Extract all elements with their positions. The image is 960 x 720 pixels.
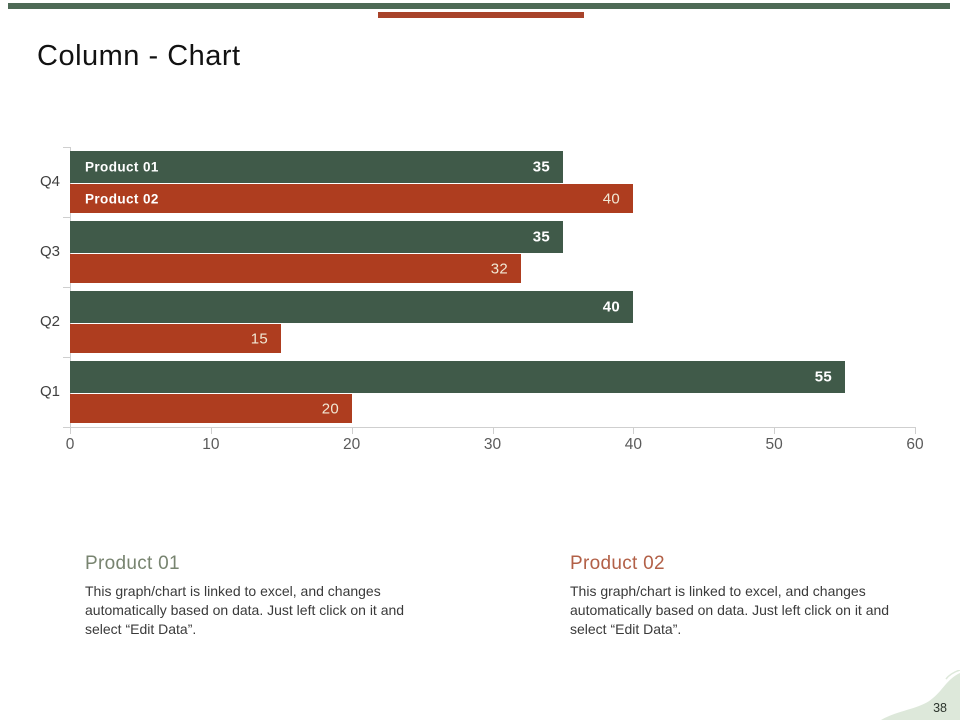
x-axis-tick-label: 30 bbox=[483, 436, 502, 453]
bar-product02-q4[interactable]: 40 Product 02 bbox=[70, 184, 633, 213]
x-axis-tick-label: 60 bbox=[906, 436, 924, 453]
category-tick bbox=[63, 147, 70, 148]
x-axis-tick-label: 50 bbox=[765, 436, 783, 453]
x-axis-tick bbox=[70, 428, 71, 434]
x-axis-tick bbox=[492, 428, 494, 434]
bar-value-label: 32 bbox=[490, 260, 508, 277]
footer-block-product02: Product 02 This graph/chart is linked to… bbox=[570, 553, 905, 639]
bar-value-label: 40 bbox=[602, 298, 620, 316]
footer-heading-product02: Product 02 bbox=[570, 553, 665, 574]
header-accent-underline bbox=[378, 12, 584, 18]
page-title: Column - Chart bbox=[37, 40, 241, 72]
bar-value-label: 20 bbox=[321, 400, 339, 417]
footer-heading-product01: Product 01 bbox=[85, 553, 180, 574]
category-tick bbox=[63, 287, 70, 288]
page-wave-shape bbox=[881, 670, 960, 720]
footer-body-product02: This graph/chart is linked to excel, and… bbox=[570, 583, 890, 637]
bar-product02-q1[interactable]: 20 bbox=[70, 394, 352, 423]
footer-body-product01: This graph/chart is linked to excel, and… bbox=[85, 583, 405, 637]
x-axis-tick bbox=[633, 428, 635, 434]
category-tick bbox=[63, 217, 70, 218]
series-label-product01: Product 01 bbox=[85, 159, 159, 175]
category-tick bbox=[63, 427, 70, 428]
category-label-q2: Q2 bbox=[39, 313, 60, 330]
x-axis-tick-label: 40 bbox=[624, 436, 642, 453]
bar-product01-q1[interactable]: 55 bbox=[70, 361, 845, 393]
x-axis-tick-label: 0 bbox=[65, 436, 75, 453]
x-axis-tick bbox=[351, 428, 353, 434]
category-label-q3: Q3 bbox=[39, 243, 60, 260]
bar-value-label: 35 bbox=[532, 228, 550, 246]
bar-chart[interactable]: Q4 35 Product 01 40 Product 02 Q3 35 32 Q2 40 15 Q1… bbox=[0, 147, 960, 467]
bar-product02-q3[interactable]: 32 bbox=[70, 254, 521, 283]
category-label-q4: Q4 bbox=[39, 173, 60, 190]
bar-value-label: 15 bbox=[250, 330, 268, 347]
page-number: 38 bbox=[933, 701, 947, 715]
category-tick bbox=[63, 357, 70, 358]
header-accent-bar bbox=[8, 3, 950, 9]
category-label-q1: Q1 bbox=[39, 383, 60, 400]
bar-product02-q2[interactable]: 15 bbox=[70, 324, 281, 353]
series-label-product02: Product 02 bbox=[85, 191, 159, 206]
footer-block-product01: Product 01 This graph/chart is linked to… bbox=[85, 553, 420, 639]
x-axis-tick-label: 20 bbox=[343, 436, 361, 453]
y-axis-line bbox=[70, 147, 71, 427]
x-axis-tick bbox=[210, 428, 212, 434]
bar-product01-q2[interactable]: 40 bbox=[70, 291, 633, 323]
x-axis-tick-label: 10 bbox=[202, 436, 220, 453]
bar-value-label: 40 bbox=[602, 190, 620, 207]
x-axis-tick bbox=[774, 428, 776, 434]
bar-product01-q3[interactable]: 35 bbox=[70, 221, 563, 253]
x-axis-tick bbox=[915, 428, 916, 434]
bar-value-label: 35 bbox=[532, 158, 550, 176]
bar-value-label: 55 bbox=[814, 368, 832, 386]
x-axis-line bbox=[70, 427, 916, 428]
bar-product01-q4[interactable]: 35 Product 01 bbox=[70, 151, 563, 183]
